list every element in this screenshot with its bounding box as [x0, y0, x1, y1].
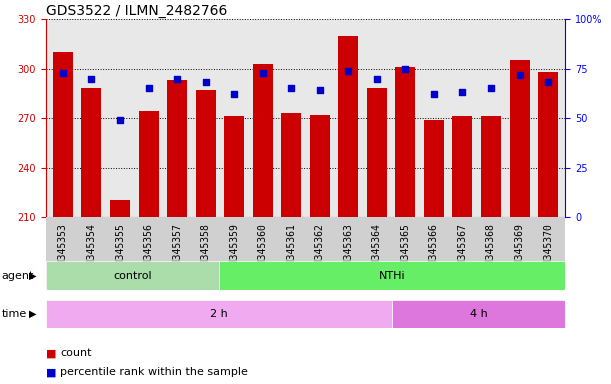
Bar — [424, 120, 444, 217]
Text: ■: ■ — [46, 348, 56, 358]
Text: GSM345356: GSM345356 — [144, 223, 153, 275]
Text: count: count — [60, 348, 92, 358]
Text: 4 h: 4 h — [470, 309, 488, 319]
Text: GSM345363: GSM345363 — [343, 223, 353, 275]
Text: ▶: ▶ — [29, 270, 37, 281]
Bar — [367, 88, 387, 217]
Bar — [219, 261, 565, 290]
Point — [172, 76, 182, 82]
Text: ▶: ▶ — [29, 309, 37, 319]
Text: agent: agent — [2, 270, 34, 281]
Text: GSM345357: GSM345357 — [172, 223, 182, 275]
Text: GSM345369: GSM345369 — [514, 223, 524, 275]
Text: GSM345359: GSM345359 — [229, 223, 239, 275]
Point — [429, 91, 439, 98]
Bar — [110, 200, 130, 217]
Text: NTHi: NTHi — [379, 270, 405, 281]
Bar — [453, 116, 472, 217]
Bar — [338, 36, 358, 217]
Point — [258, 70, 268, 76]
Bar — [510, 60, 530, 217]
Point — [58, 70, 68, 76]
Point — [87, 76, 97, 82]
Bar — [196, 90, 216, 217]
Point — [201, 79, 211, 86]
Point — [486, 85, 496, 91]
Text: GSM345362: GSM345362 — [315, 223, 325, 275]
Text: GDS3522 / ILMN_2482766: GDS3522 / ILMN_2482766 — [46, 4, 227, 18]
Point — [400, 66, 410, 72]
Point — [229, 91, 239, 98]
Text: GSM345361: GSM345361 — [286, 223, 296, 275]
Bar — [481, 116, 501, 217]
Point — [543, 79, 553, 86]
Bar — [46, 261, 219, 290]
Text: GSM345355: GSM345355 — [115, 223, 125, 275]
Bar — [538, 72, 558, 217]
Text: ■: ■ — [46, 367, 56, 377]
Bar — [81, 88, 101, 217]
Text: GSM345367: GSM345367 — [458, 223, 467, 275]
Text: control: control — [113, 270, 152, 281]
Bar — [281, 113, 301, 217]
Point — [372, 76, 382, 82]
Point — [343, 68, 353, 74]
Bar — [139, 111, 158, 217]
Text: GSM345358: GSM345358 — [200, 223, 211, 275]
Bar — [46, 300, 392, 328]
Text: time: time — [2, 309, 27, 319]
Text: GSM345364: GSM345364 — [372, 223, 382, 275]
Text: GSM345368: GSM345368 — [486, 223, 496, 275]
Text: GSM345353: GSM345353 — [58, 223, 68, 275]
Point — [144, 85, 153, 91]
Text: percentile rank within the sample: percentile rank within the sample — [60, 367, 247, 377]
Text: GSM345360: GSM345360 — [258, 223, 268, 275]
Point — [287, 85, 296, 91]
Point — [514, 71, 524, 78]
Bar — [395, 67, 415, 217]
Bar — [253, 64, 273, 217]
Bar — [224, 116, 244, 217]
Bar — [392, 300, 565, 328]
Text: 2 h: 2 h — [210, 309, 228, 319]
Text: GSM345366: GSM345366 — [429, 223, 439, 275]
Point — [315, 87, 324, 93]
Text: GSM345365: GSM345365 — [400, 223, 411, 275]
Bar — [167, 80, 187, 217]
Point — [458, 89, 467, 96]
Text: GSM345370: GSM345370 — [543, 223, 553, 275]
Bar — [310, 115, 330, 217]
Point — [115, 117, 125, 123]
Text: GSM345354: GSM345354 — [87, 223, 97, 275]
Bar — [53, 52, 73, 217]
